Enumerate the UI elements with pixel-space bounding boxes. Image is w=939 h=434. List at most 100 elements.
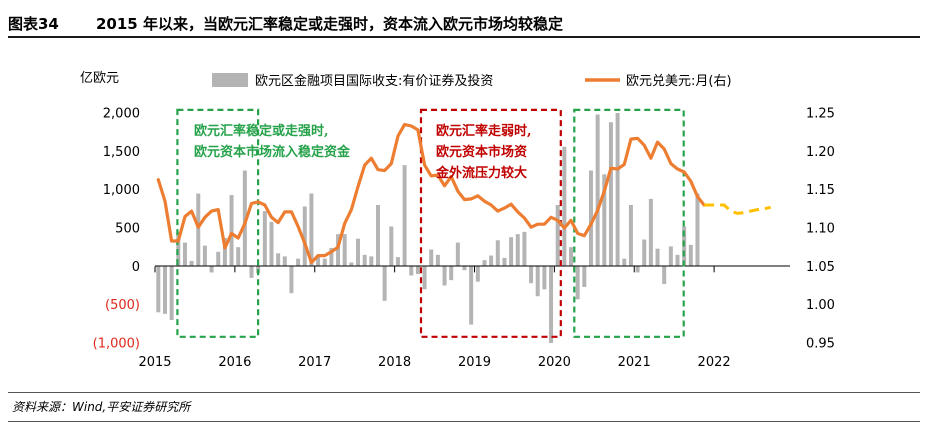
annotation-green-line-2: 欧元资本市场流入稳定资金 bbox=[194, 145, 351, 160]
x-tick-label: 2021 bbox=[618, 355, 651, 370]
bar bbox=[162, 266, 167, 314]
bar bbox=[549, 266, 554, 343]
bar bbox=[336, 234, 341, 267]
annotation-green-line-1: 欧元汇率稳定或走强时, bbox=[194, 124, 329, 139]
left-tick-label: 0 bbox=[132, 260, 140, 275]
bar bbox=[575, 266, 580, 300]
left-tick-label: 2,000 bbox=[103, 107, 140, 122]
bar bbox=[635, 266, 640, 273]
bar bbox=[222, 237, 227, 267]
right-tick-label: 1.15 bbox=[806, 183, 835, 198]
bar bbox=[429, 249, 434, 267]
left-tick-label: 1,500 bbox=[103, 145, 140, 160]
bar bbox=[662, 266, 667, 284]
bar bbox=[435, 254, 440, 267]
bar bbox=[176, 231, 181, 267]
bar bbox=[182, 242, 187, 267]
eurusd-line bbox=[156, 122, 706, 265]
legend-bar-label: 欧元区金融项目国际收支:有价证券及投资 bbox=[255, 73, 493, 89]
bar bbox=[642, 239, 647, 267]
right-tick-label: 1.25 bbox=[806, 107, 835, 122]
bar bbox=[216, 251, 221, 267]
bar bbox=[628, 205, 633, 267]
legend: 欧元区金融项目国际收支:有价证券及投资 欧元兑美元:月(右) bbox=[212, 73, 732, 89]
bar bbox=[356, 238, 361, 267]
x-tick-label: 2016 bbox=[218, 355, 251, 370]
left-tick-label: 1,000 bbox=[103, 183, 140, 198]
bar bbox=[276, 253, 281, 267]
left-tick-label: 500 bbox=[115, 222, 140, 237]
bar bbox=[296, 258, 301, 267]
bar bbox=[316, 254, 321, 267]
bar bbox=[369, 256, 374, 267]
eurusd-forecast-line bbox=[704, 203, 772, 215]
bar bbox=[462, 266, 467, 271]
bar bbox=[588, 170, 593, 267]
left-axis-unit: 亿欧元 bbox=[80, 71, 119, 86]
bar bbox=[502, 257, 507, 267]
bar bbox=[375, 205, 380, 267]
figure-title: 2015 年以来，当欧元汇率稳定或走强时，资本流入欧元市场均较稳定 bbox=[96, 15, 563, 33]
bars-layer bbox=[156, 113, 700, 343]
bar bbox=[209, 266, 214, 273]
x-tick-label: 2022 bbox=[698, 355, 731, 370]
bar bbox=[482, 260, 487, 267]
bottom-rule bbox=[8, 421, 920, 422]
bar bbox=[362, 254, 367, 267]
bar bbox=[595, 114, 600, 267]
source-note: 资料来源：Wind,平安证券研究所 bbox=[12, 400, 191, 414]
bar bbox=[229, 195, 234, 267]
bar bbox=[455, 242, 460, 267]
bar bbox=[695, 193, 700, 267]
bar bbox=[189, 260, 194, 267]
bar bbox=[269, 221, 274, 267]
bar bbox=[169, 266, 174, 320]
bar bbox=[469, 266, 474, 325]
bar bbox=[382, 266, 387, 301]
bar bbox=[236, 247, 241, 267]
bar bbox=[529, 266, 534, 284]
bar bbox=[522, 231, 527, 267]
bar bbox=[289, 266, 294, 294]
x-ticks bbox=[154, 266, 715, 273]
bar bbox=[555, 205, 560, 267]
bar bbox=[342, 234, 347, 267]
annotation-box-green-0 bbox=[176, 108, 260, 338]
bar bbox=[535, 266, 540, 297]
bar bbox=[569, 247, 573, 267]
right-tick-label: 0.95 bbox=[806, 337, 835, 352]
x-axis-labels: 2015 2016 2017 2018 2019 2020 2021 2022 bbox=[138, 355, 730, 370]
x-tick-label: 2019 bbox=[458, 355, 491, 370]
right-tick-label: 1.20 bbox=[806, 145, 835, 160]
bar bbox=[422, 266, 427, 290]
bar bbox=[608, 122, 613, 267]
bar bbox=[196, 193, 201, 267]
bar bbox=[475, 266, 480, 282]
bar bbox=[542, 266, 547, 290]
bar bbox=[562, 146, 567, 267]
source-rule bbox=[8, 392, 920, 393]
annotation-red-line-2: 欧元资本市场资 bbox=[436, 145, 528, 160]
bar bbox=[602, 174, 607, 267]
bar bbox=[202, 245, 207, 267]
legend-line-label: 欧元兑美元:月(右) bbox=[626, 74, 732, 89]
annotation-red-line-3: 金外流压力较大 bbox=[436, 166, 528, 181]
left-tick-label: (500) bbox=[105, 298, 140, 313]
bar bbox=[442, 266, 447, 286]
bar bbox=[302, 206, 307, 267]
bar bbox=[309, 193, 314, 267]
bar bbox=[582, 266, 587, 288]
bar bbox=[329, 247, 334, 267]
bar bbox=[242, 170, 247, 267]
legend-bar-swatch bbox=[212, 73, 248, 87]
bar bbox=[156, 266, 161, 313]
left-axis-ticks: 2,000 1,500 1,000 500 0 (500) (1,000) bbox=[93, 107, 140, 352]
bar bbox=[675, 254, 680, 267]
annotation-red-line-1: 欧元汇率走弱时, bbox=[436, 124, 532, 139]
x-tick-label: 2020 bbox=[538, 355, 571, 370]
bar bbox=[615, 113, 620, 267]
x-tick-label: 2017 bbox=[298, 355, 331, 370]
right-tick-label: 1.10 bbox=[806, 222, 835, 237]
bar bbox=[509, 237, 514, 267]
bar bbox=[688, 244, 693, 267]
